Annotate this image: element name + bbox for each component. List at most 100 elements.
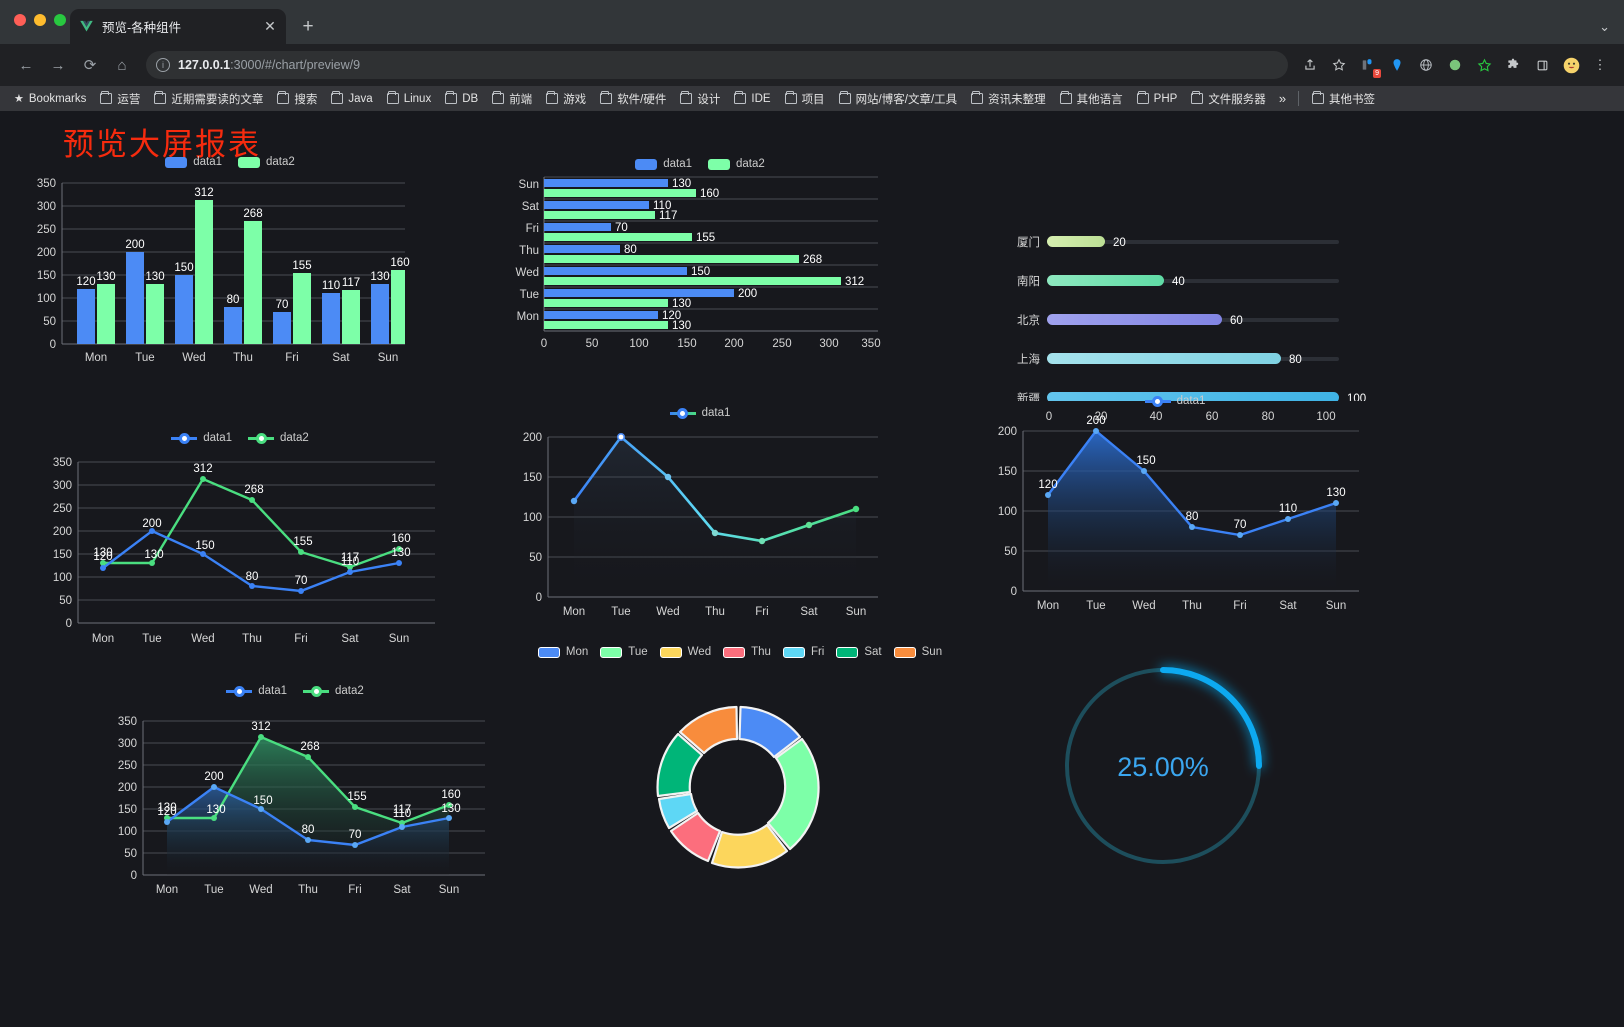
forward-button[interactable]: → [50, 56, 66, 74]
bookmark-item-bookmarks[interactable]: ★ Bookmarks [8, 90, 92, 107]
bookmark-item-7[interactable]: 前端 [486, 89, 538, 109]
svg-text:Wed: Wed [656, 606, 679, 618]
legend-item-data1[interactable]: data1 [635, 158, 692, 170]
new-tab-button[interactable]: + [302, 16, 314, 37]
bookmark-item-17[interactable]: 文件服务器 [1185, 89, 1272, 109]
svg-text:50: 50 [59, 595, 72, 607]
legend-area-dual: data1 data2 [85, 679, 505, 703]
circle-green-icon[interactable] [1443, 53, 1467, 77]
svg-text:Mon: Mon [517, 311, 539, 323]
puzzle-icon[interactable] [1501, 53, 1525, 77]
back-button[interactable]: ← [18, 56, 34, 74]
svg-text:130: 130 [1326, 487, 1345, 499]
svg-text:Fri: Fri [285, 352, 298, 364]
svg-text:80: 80 [227, 294, 240, 306]
svg-text:Fri: Fri [348, 884, 361, 896]
legend-item-tue[interactable]: Tue [600, 646, 648, 658]
window-traffic-lights[interactable] [14, 14, 66, 26]
bookmark-label: DB [462, 92, 479, 105]
legend-item-data1[interactable]: data1 [669, 407, 730, 419]
bookmark-item-3[interactable]: 搜索 [271, 89, 323, 109]
browser-tab[interactable]: 预览-各种组件 ✕ [70, 9, 286, 44]
bookmarks-overflow-button[interactable]: » [1278, 91, 1287, 106]
svg-text:150: 150 [37, 270, 56, 282]
bookmark-item-13[interactable]: 网站/博客/文章/工具 [833, 89, 964, 109]
kebab-menu-icon[interactable]: ⋮ [1593, 57, 1607, 72]
star-outline-green-icon[interactable] [1472, 53, 1496, 77]
svg-text:70: 70 [615, 222, 628, 234]
bookmark-item-11[interactable]: IDE [728, 91, 776, 107]
svg-text:80: 80 [1289, 354, 1302, 366]
svg-text:350: 350 [118, 716, 137, 728]
svg-text:100: 100 [1316, 411, 1335, 423]
svg-text:Thu: Thu [233, 352, 253, 364]
bookmark-item-9[interactable]: 软件/硬件 [594, 89, 672, 109]
share-icon[interactable] [1298, 53, 1322, 77]
bookmark-item-4[interactable]: Java [325, 91, 378, 107]
tab-list-chevron-down-icon[interactable]: ⌄ [1599, 19, 1610, 34]
bookmark-item-2[interactable]: 近期需要读的文章 [148, 89, 269, 109]
close-window-button[interactable] [14, 14, 26, 26]
legend-item-wed[interactable]: Wed [659, 646, 711, 658]
legend-item-data2[interactable]: data2 [708, 158, 765, 170]
legend-item-data1[interactable]: data1 [171, 432, 232, 444]
sidepanel-icon[interactable] [1530, 53, 1554, 77]
legend-item-data1[interactable]: data1 [1144, 395, 1206, 407]
legend-horizontal-bar: data1 data2 [500, 153, 900, 175]
svg-text:130: 130 [144, 549, 163, 561]
legend-item-data2[interactable]: data2 [303, 685, 364, 697]
bookmark-item-1[interactable]: 运营 [94, 89, 146, 109]
legend-item-sun[interactable]: Sun [893, 646, 942, 658]
area-fill-data1 [167, 787, 449, 875]
bookmark-star-icon[interactable] [1327, 53, 1351, 77]
svg-text:117: 117 [341, 552, 359, 564]
legend-label: data1 [1176, 395, 1206, 407]
close-tab-button[interactable]: ✕ [264, 17, 276, 34]
extension-puzzle-color-icon[interactable]: 9 [1356, 53, 1381, 78]
minimize-window-button[interactable] [34, 14, 46, 26]
bookmark-item-other[interactable]: 其他书签 [1306, 89, 1381, 109]
bookmark-item-12[interactable]: 项目 [779, 89, 831, 109]
bookmark-item-6[interactable]: DB [439, 91, 484, 107]
legend-item-data1[interactable]: data1 [165, 156, 222, 168]
legend-item-mon[interactable]: Mon [537, 646, 588, 658]
y-tick-labels: Sun Sat Fri Thu Wed Tue Mon [516, 179, 540, 323]
profile-avatar-icon[interactable] [1559, 53, 1583, 77]
legend-swatch-icon [893, 646, 916, 658]
svg-text:50: 50 [529, 552, 542, 564]
bookmark-item-15[interactable]: 其他语言 [1054, 89, 1129, 109]
bookmark-label: 其他语言 [1076, 93, 1123, 106]
legend-line-icon [1144, 395, 1171, 407]
legend-item-thu[interactable]: Thu [723, 646, 771, 658]
bookmark-item-5[interactable]: Linux [381, 91, 438, 107]
bookmark-label: 网站/博客/文章/工具 [855, 93, 958, 106]
bookmark-item-16[interactable]: PHP [1131, 91, 1184, 107]
bookmark-label: 近期需要读的文章 [171, 93, 264, 106]
legend-item-data2[interactable]: data2 [248, 432, 309, 444]
location-pin-icon[interactable] [1385, 53, 1409, 77]
legend-item-sat[interactable]: Sat [836, 646, 882, 658]
bookmark-item-8[interactable]: 游戏 [540, 89, 592, 109]
svg-text:Sun: Sun [1326, 600, 1346, 612]
legend-item-data1[interactable]: data1 [226, 685, 287, 697]
site-info-icon[interactable]: i [156, 58, 170, 72]
legend-item-fri[interactable]: Fri [782, 646, 824, 658]
svg-text:300: 300 [819, 338, 838, 350]
bookmark-item-14[interactable]: 资讯未整理 [965, 89, 1052, 109]
bookmark-label: 游戏 [563, 93, 587, 106]
globe-icon[interactable] [1414, 53, 1438, 77]
bookmark-item-10[interactable]: 设计 [674, 89, 726, 109]
svg-text:Sun: Sun [439, 884, 459, 896]
home-button[interactable]: ⌂ [117, 56, 127, 74]
svg-text:Mon: Mon [85, 352, 107, 364]
maximize-window-button[interactable] [54, 14, 66, 26]
address-bar[interactable]: i 127.0.0.1:3000/#/chart/preview/9 [146, 51, 1288, 79]
svg-text:Thu: Thu [1182, 600, 1202, 612]
svg-text:268: 268 [300, 741, 319, 753]
reload-button[interactable]: ⟳ [83, 57, 97, 74]
legend-vertical-bar: data1 data2 [20, 151, 440, 173]
area-blue-plot: 200 150 100 50 0 120 200 150 80 [998, 415, 1359, 612]
legend-item-data2[interactable]: data2 [238, 156, 295, 168]
extension-badge-count: 9 [1373, 69, 1381, 78]
